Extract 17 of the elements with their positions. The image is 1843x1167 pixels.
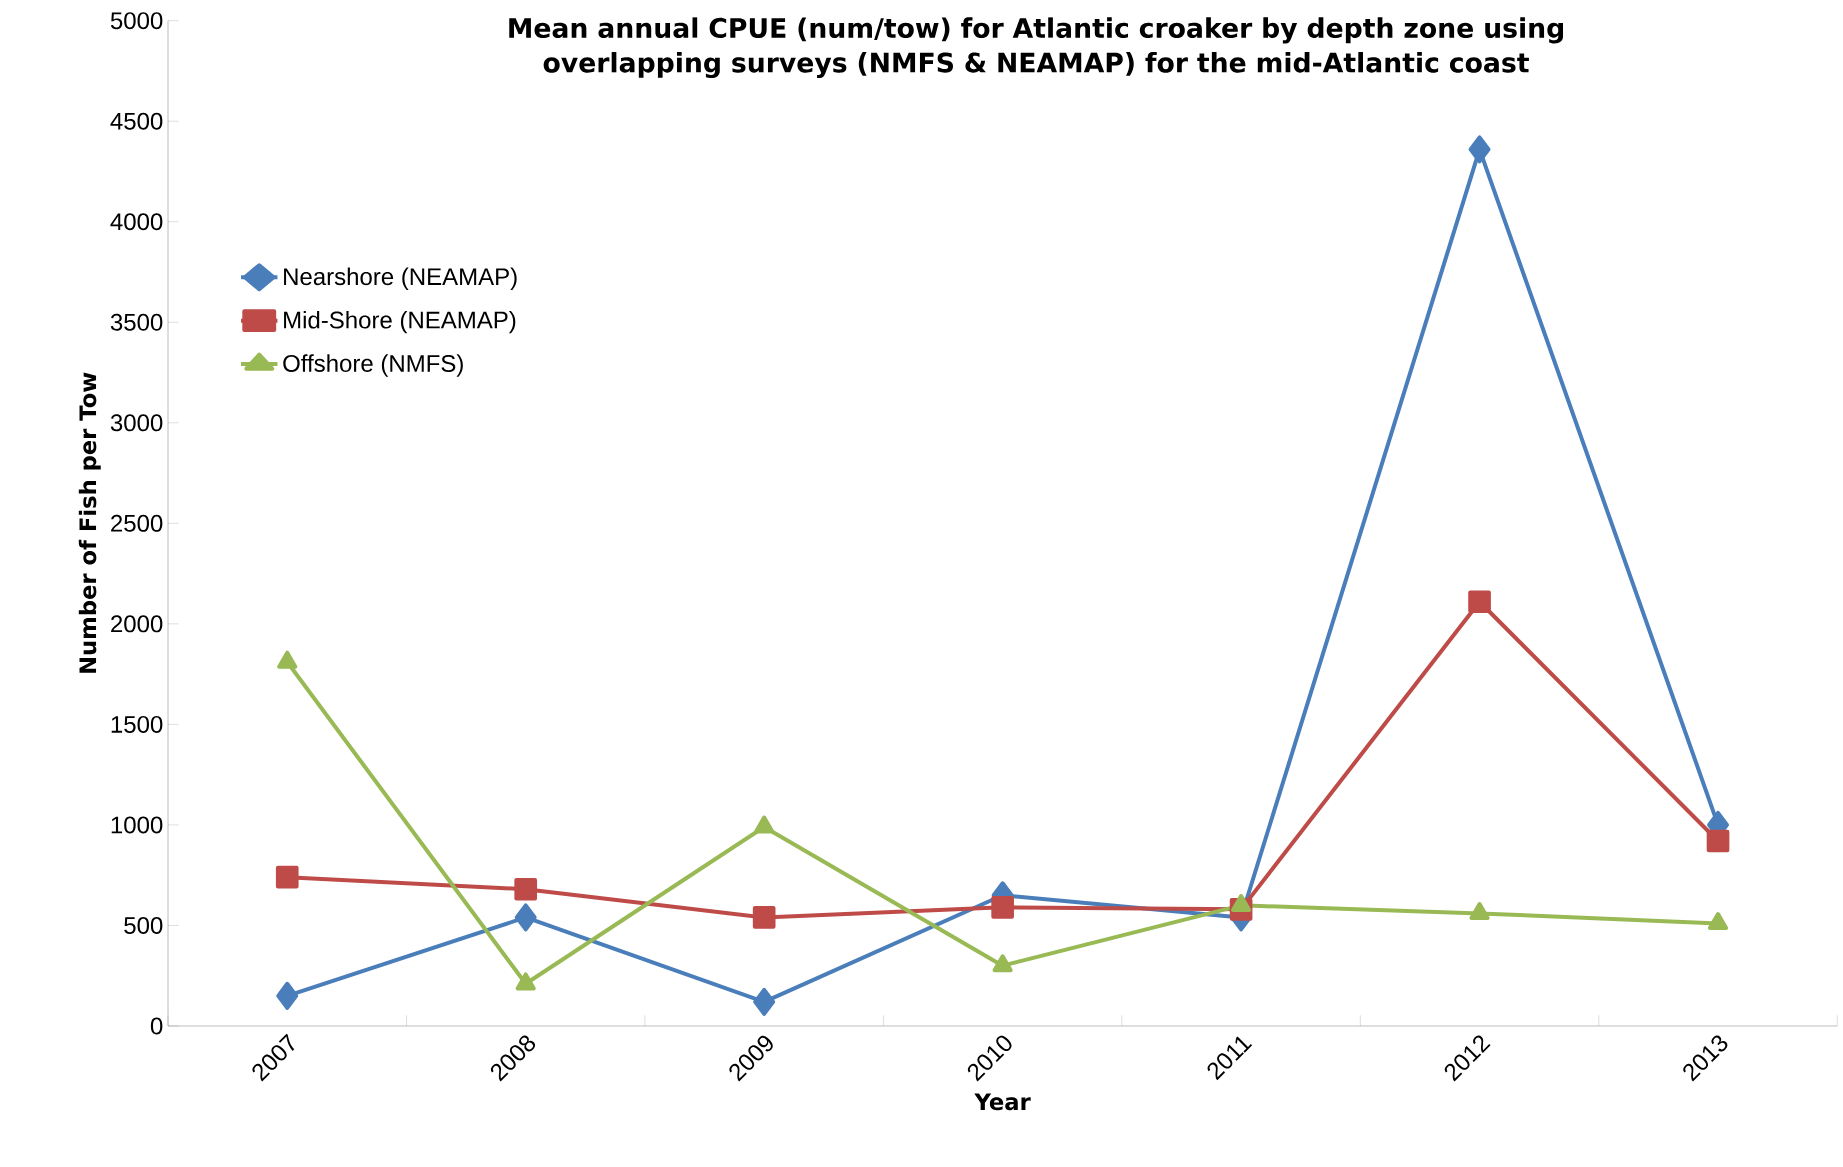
y-tick-label: 0	[150, 1017, 163, 1035]
y-tick-label: 1500	[111, 715, 163, 733]
y-tick-label: 4000	[110, 213, 163, 231]
y-tick-label: 3500	[110, 313, 163, 331]
text: Mean annual CPUE (num/tow) for Atlantic croaker by depth zone using overlapping surveys (NMFS & NEAMAP) for the mid-Atlantic coast	[509, 17, 1564, 79]
y-tick-label: 2000	[111, 615, 163, 633]
x-axis-title: Year	[974, 1093, 1031, 1111]
y-tick-label: 2500	[111, 514, 163, 532]
legend-label: Offshore (NMFS)	[283, 354, 463, 377]
y-tick-label: 500	[124, 916, 163, 934]
legend-label: Nearshore (NEAMAP)	[284, 267, 517, 290]
y-tick-label: 4500	[110, 112, 163, 130]
y-tick-label: 3000	[110, 414, 163, 432]
y-axis-title: Number of Fish per Tow	[78, 372, 101, 673]
y-tick-label: 1000	[111, 816, 163, 834]
legend-label: Mid-Shore (NEAMAP)	[284, 310, 516, 334]
y-tick-label: 5000	[110, 12, 163, 30]
